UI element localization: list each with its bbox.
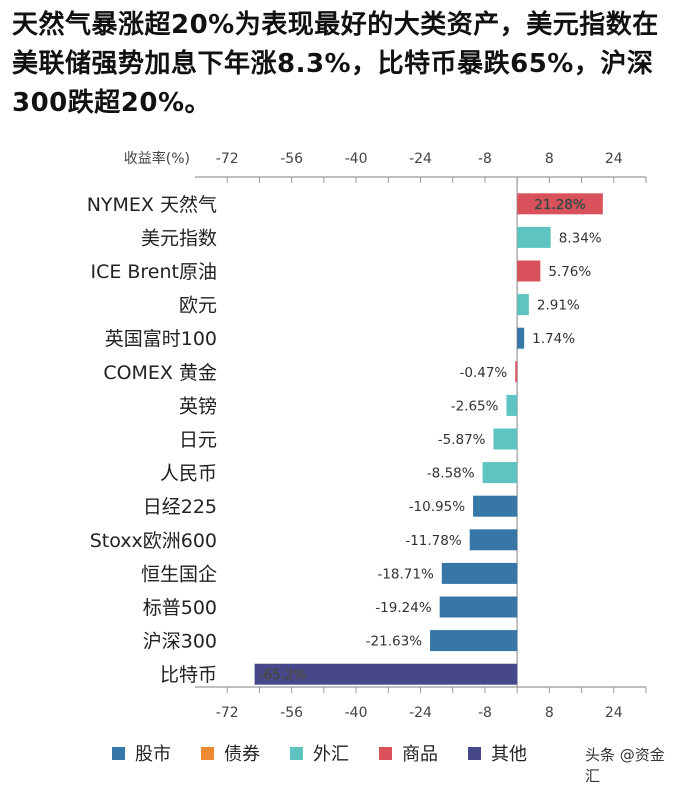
top-tick-label: -56 [280,151,303,167]
category-label: 日经225 [143,496,217,518]
value-label: -19.24% [375,600,432,616]
bar [515,361,518,383]
value-label: 21.28% [534,197,586,213]
value-label: 5.76% [548,264,591,280]
bottom-tick-label: -56 [280,705,303,721]
top-tick-label: -8 [478,151,492,167]
value-label: -21.63% [366,634,423,650]
category-label: NYMEX 天然气 [87,194,217,216]
bar [517,260,541,282]
bar [493,428,518,450]
bottom-tick-label: -40 [345,705,368,721]
legend-swatch [379,746,392,760]
bar [506,394,518,416]
bar [469,529,518,551]
bottom-tick-label: -24 [409,705,432,721]
category-label: Stoxx欧洲600 [90,530,217,552]
top-tick-label: -24 [409,151,432,167]
bottom-tick-label: -72 [216,705,239,721]
legend-item-bonds: 债券 [201,740,260,766]
category-label: 英镑 [179,395,217,417]
legend-label: 外汇 [313,744,349,765]
category-label: 标普500 [143,597,217,619]
category-label: ICE Brent原油 [90,261,217,283]
top-tick-label: 8 [545,151,554,167]
legend-item-other: 其他 [468,740,527,766]
legend-label: 股市 [135,744,171,765]
bar [517,294,529,316]
category-label: 恒生国企 [141,563,217,585]
bar [517,226,551,248]
category-label: 欧元 [179,295,217,317]
watermark: 头条 @资金汇 [585,746,665,785]
value-label: -2.65% [451,398,499,414]
axis-label: 收益率(%) [124,150,190,167]
legend-label: 其他 [491,744,527,765]
legend-swatch [468,746,481,760]
value-label: -10.95% [409,499,466,515]
legend-swatch [290,746,303,760]
bar [441,562,518,584]
category-label: 沪深300 [143,631,217,653]
value-label: 2.91% [537,298,580,314]
value-label: -8.58% [427,466,475,482]
legend-label: 商品 [402,744,438,765]
legend-item-commodities: 商品 [379,740,438,766]
bar [439,596,518,618]
legend-item-stocks: 股市 [112,740,171,766]
bar [517,193,603,215]
bar [254,663,518,685]
value-label: -18.71% [377,566,434,582]
legend-swatch [201,746,214,760]
top-tick-label: 24 [605,151,623,167]
bar [482,462,518,484]
bar [517,327,525,349]
category-label: COMEX 黄金 [103,362,217,384]
top-tick-label: -40 [345,151,368,167]
legend: 股市 债券 外汇 商品 其他 [112,740,557,766]
category-label: 比特币 [160,664,217,686]
value-label: -65.2% [259,667,307,683]
headline: 天然气暴涨超20%为表现最好的大类资产，美元指数在美联储强势加息下年涨8.3%，… [12,10,659,118]
bar [473,495,518,517]
value-label: -5.87% [438,432,486,448]
legend-label: 债券 [224,744,260,765]
legend-swatch [112,746,125,760]
category-label: 日元 [179,429,217,451]
legend-item-fx: 外汇 [290,740,349,766]
bottom-tick-label: 24 [605,705,623,721]
category-label: 英国富时100 [105,328,217,350]
bottom-tick-label: -8 [478,705,492,721]
value-label: 8.34% [559,230,602,246]
category-label: 美元指数 [141,227,217,249]
bottom-tick-label: 8 [545,705,554,721]
category-label: 人民币 [160,463,217,485]
bar [430,630,518,652]
value-label: -11.78% [405,533,462,549]
top-tick-label: -72 [216,151,239,167]
value-label: 1.74% [532,331,575,347]
value-label: -0.47% [459,365,507,381]
